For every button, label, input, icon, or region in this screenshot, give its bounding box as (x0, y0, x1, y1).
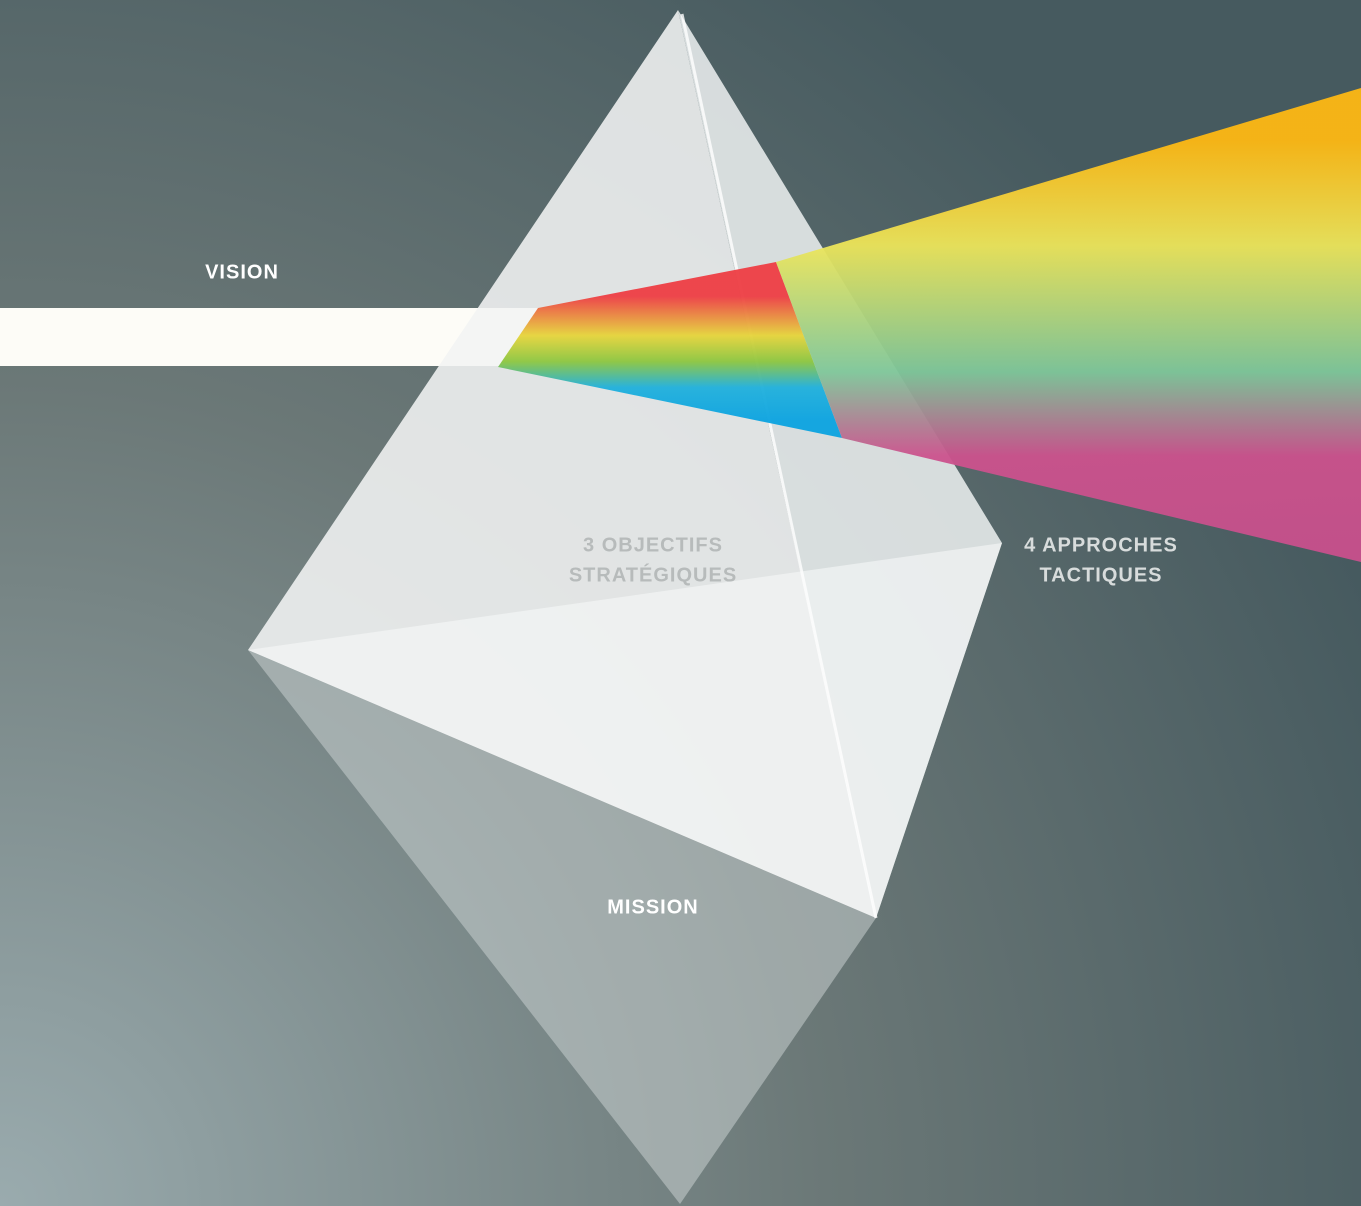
prism-base (248, 543, 1002, 918)
mission-label: MISSION (607, 896, 698, 918)
approaches-label: TACTIQUES (1039, 564, 1162, 586)
objectives-label: 3 OBJECTIFS (583, 534, 723, 556)
inner-spectrum (498, 262, 842, 438)
prism-edge (680, 13, 878, 919)
objectives-label: STRATÉGIQUES (569, 563, 737, 586)
vision-label: VISION (205, 261, 279, 283)
approaches-label: 4 APPROCHES (1024, 534, 1178, 556)
reflection (248, 650, 876, 1204)
outer-spectrum (776, 88, 1361, 562)
